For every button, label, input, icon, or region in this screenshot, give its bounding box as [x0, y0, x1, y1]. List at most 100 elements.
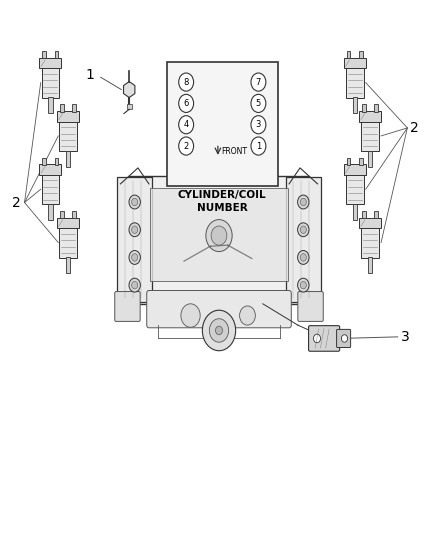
Circle shape: [131, 198, 138, 206]
FancyBboxPatch shape: [286, 177, 321, 302]
FancyBboxPatch shape: [308, 326, 340, 351]
Bar: [48, 97, 53, 114]
Circle shape: [300, 281, 306, 289]
Text: 8: 8: [184, 78, 189, 86]
FancyBboxPatch shape: [346, 174, 364, 204]
FancyBboxPatch shape: [115, 292, 140, 321]
Bar: [353, 204, 357, 220]
FancyBboxPatch shape: [344, 58, 366, 69]
Text: 3: 3: [256, 120, 261, 129]
Bar: [66, 150, 70, 166]
FancyBboxPatch shape: [344, 164, 366, 175]
Circle shape: [129, 278, 140, 292]
FancyBboxPatch shape: [57, 111, 79, 122]
Circle shape: [131, 281, 138, 289]
Circle shape: [131, 226, 138, 233]
FancyBboxPatch shape: [39, 164, 61, 175]
FancyBboxPatch shape: [346, 67, 364, 98]
Text: 1: 1: [85, 68, 94, 82]
FancyBboxPatch shape: [42, 67, 59, 98]
Bar: [127, 104, 132, 109]
Bar: [359, 158, 363, 165]
Bar: [55, 51, 58, 59]
Bar: [48, 204, 53, 220]
Text: 3: 3: [401, 330, 410, 344]
Bar: [368, 257, 372, 273]
Circle shape: [129, 223, 140, 237]
FancyBboxPatch shape: [59, 120, 77, 151]
Circle shape: [179, 73, 194, 91]
FancyBboxPatch shape: [336, 329, 350, 348]
Bar: [72, 211, 76, 219]
FancyBboxPatch shape: [59, 227, 77, 257]
Bar: [60, 211, 64, 219]
Bar: [368, 150, 372, 166]
Circle shape: [297, 195, 309, 209]
Polygon shape: [124, 82, 135, 98]
Text: 1: 1: [256, 142, 261, 150]
Text: 7: 7: [256, 78, 261, 86]
Circle shape: [129, 251, 140, 264]
Circle shape: [300, 226, 306, 233]
Text: 2: 2: [410, 121, 418, 135]
Bar: [347, 158, 350, 165]
FancyBboxPatch shape: [42, 174, 59, 204]
FancyBboxPatch shape: [57, 217, 79, 228]
Bar: [362, 211, 366, 219]
Circle shape: [297, 251, 309, 264]
Circle shape: [179, 137, 194, 155]
Bar: [42, 158, 46, 165]
FancyBboxPatch shape: [150, 188, 288, 281]
Bar: [129, 176, 309, 304]
Circle shape: [251, 137, 266, 155]
Text: FRONT: FRONT: [222, 147, 247, 156]
Text: 2: 2: [184, 142, 189, 150]
Bar: [353, 97, 357, 114]
Circle shape: [179, 116, 194, 134]
Circle shape: [300, 198, 306, 206]
Circle shape: [211, 226, 227, 245]
Circle shape: [251, 94, 266, 112]
Bar: [55, 158, 58, 165]
FancyBboxPatch shape: [359, 217, 381, 228]
Bar: [374, 104, 378, 112]
Circle shape: [300, 254, 306, 261]
Circle shape: [209, 319, 229, 342]
Circle shape: [251, 116, 266, 134]
Text: CYLINDER/COIL: CYLINDER/COIL: [178, 190, 267, 200]
Text: NUMBER: NUMBER: [197, 203, 247, 213]
FancyBboxPatch shape: [361, 227, 379, 257]
Circle shape: [342, 335, 347, 342]
Circle shape: [131, 254, 138, 261]
Bar: [347, 51, 350, 59]
Circle shape: [314, 334, 321, 343]
Bar: [72, 104, 76, 112]
Circle shape: [206, 220, 232, 252]
Text: 6: 6: [184, 99, 189, 108]
Circle shape: [202, 310, 236, 351]
Circle shape: [251, 73, 266, 91]
FancyBboxPatch shape: [361, 120, 379, 151]
FancyBboxPatch shape: [39, 58, 61, 69]
Circle shape: [297, 223, 309, 237]
FancyBboxPatch shape: [147, 290, 291, 328]
FancyBboxPatch shape: [117, 177, 152, 302]
Bar: [359, 51, 363, 59]
Bar: [66, 257, 70, 273]
Bar: [60, 104, 64, 112]
Bar: [374, 211, 378, 219]
FancyBboxPatch shape: [298, 292, 323, 321]
Text: 2: 2: [12, 196, 21, 209]
Bar: [362, 104, 366, 112]
Text: 5: 5: [256, 99, 261, 108]
Circle shape: [129, 195, 140, 209]
Circle shape: [297, 278, 309, 292]
FancyBboxPatch shape: [359, 111, 381, 122]
Circle shape: [181, 304, 200, 327]
Circle shape: [179, 94, 194, 112]
Text: 4: 4: [184, 120, 189, 129]
Circle shape: [215, 326, 223, 335]
FancyBboxPatch shape: [167, 62, 278, 186]
Circle shape: [240, 306, 255, 325]
Bar: [42, 51, 46, 59]
